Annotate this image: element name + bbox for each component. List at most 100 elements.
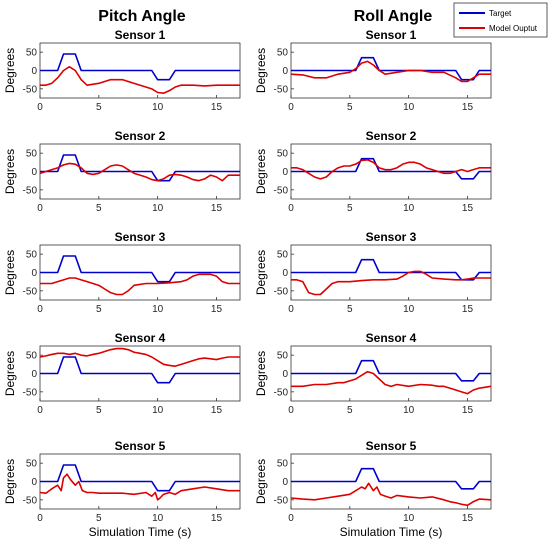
- roll-angle-sensor-4-title: Sensor 4: [366, 331, 417, 345]
- roll-angle-sensor-1-ytick-label: 0: [282, 66, 288, 77]
- pitch-angle-sensor-2-xtick-label: 5: [96, 203, 102, 214]
- pitch-angle-sensor-5-xtick-label: 0: [37, 513, 43, 524]
- roll-angle-sensor-1-xtick-label: 0: [288, 102, 294, 113]
- roll-angle-sensor-4-xtick-label: 15: [462, 405, 474, 416]
- pitch-angle-sensor-1-xtick-label: 0: [37, 102, 43, 113]
- roll-angle-sensor-1-title: Sensor 1: [366, 28, 417, 42]
- roll-angle-sensor-1-xtick-label: 10: [403, 102, 415, 113]
- roll-angle-sensor-3-model-output-line: [291, 270, 491, 296]
- pitch-angle-sensor-5-ylabel: Degrees: [3, 459, 17, 504]
- pitch-angle-sensor-5-ytick-label: 0: [31, 477, 37, 488]
- roll-angle-sensor-5-model-output-line: [290, 482, 492, 507]
- roll-angle-sensor-4-ytick-label: 0: [282, 369, 288, 380]
- roll-angle-sensor-4-ytick-label: -50: [274, 387, 289, 398]
- roll-angle-sensor-5-target-line: [291, 467, 491, 490]
- pitch-angle-sensor-3-ylabel: Degrees: [3, 250, 17, 295]
- pitch-angle-sensor-1-xtick-label: 10: [152, 102, 164, 113]
- pitch-angle-sensor-3-xtick-label: 5: [96, 304, 102, 315]
- pitch-angle-sensor-5-xlabel: Simulation Time (s): [89, 525, 192, 539]
- pitch-angle-sensor-1-xtick-label: 15: [211, 102, 223, 113]
- roll-angle-sensor-3-subplot: Sensor 3 0 5 10 15 -50 0 50 Degrees: [254, 230, 492, 315]
- roll-angle-sensor-2-xtick-label: 10: [403, 203, 415, 214]
- roll-angle-sensor-5-xtick-label: 0: [288, 513, 294, 524]
- pitch-angle-sensor-4-xtick-label: 10: [152, 405, 164, 416]
- pitch-angle-sensor-3-xtick-label: 10: [152, 304, 164, 315]
- pitch-angle-sensor-3-xtick-label: 15: [211, 304, 223, 315]
- legend: Target Model Ouptut: [453, 2, 548, 38]
- roll-angle-sensor-4-ytick-label: 50: [277, 351, 289, 362]
- roll-angle-sensor-1-ylabel: Degrees: [254, 48, 268, 93]
- roll-angle-sensor-5-xlabel: Simulation Time (s): [340, 525, 443, 539]
- roll-angle-sensor-3-ytick-label: 0: [282, 268, 288, 279]
- roll-angle-sensor-3-ytick-label: -50: [274, 286, 289, 297]
- pitch-angle-sensor-2-xtick-label: 0: [37, 203, 43, 214]
- roll-angle-sensor-5-ylabel: Degrees: [254, 459, 268, 504]
- pitch-angle-sensor-1-ylabel: Degrees: [3, 48, 17, 93]
- roll-angle-sensor-3-xtick-label: 0: [288, 304, 294, 315]
- pitch-angle-sensor-3-ytick-label: 50: [26, 250, 38, 261]
- roll-angle-sensor-1-xtick-label: 5: [347, 102, 353, 113]
- roll-angle-sensor-3-target-line: [291, 258, 491, 281]
- pitch-angle-sensor-1-subplot: Sensor 1 0 5 10 15 -50 0 50 Degrees: [3, 28, 241, 113]
- roll-angle-sensor-2-title: Sensor 2: [366, 129, 417, 143]
- roll-angle-sensor-2-model-output-line: [291, 158, 491, 180]
- roll-angle-sensor-3-xtick-label: 5: [347, 304, 353, 315]
- roll-angle-sensor-5-ytick-label: 0: [282, 477, 288, 488]
- pitch-angle-column-title: Pitch Angle: [98, 8, 186, 25]
- pitch-angle-sensor-4-subplot: Sensor 4 0 5 10 15 -50 0 50 Degrees: [3, 331, 241, 416]
- roll-angle-sensor-3-xtick-label: 10: [403, 304, 415, 315]
- roll-angle-sensor-2-subplot: Sensor 2 0 5 10 15 -50 0 50 Degrees: [254, 129, 492, 214]
- pitch-angle-sensor-5-subplot: Sensor 5 0 5 10 15 -50 0 50 Degrees Simulation Ti…: [3, 439, 241, 539]
- pitch-angle-sensor-3-target-line: [40, 255, 240, 283]
- pitch-angle-sensor-3-ytick-label: -50: [23, 286, 38, 297]
- roll-angle-sensor-5-ytick-label: -50: [274, 495, 289, 506]
- roll-angle-sensor-2-ytick-label: 0: [282, 167, 288, 178]
- pitch-angle-sensor-4-title: Sensor 4: [115, 331, 166, 345]
- pitch-angle-sensor-4-model-output-line: [39, 347, 240, 367]
- roll-angle-sensor-4-ylabel: Degrees: [254, 351, 268, 396]
- pitch-angle-sensor-2-target-line: [40, 154, 240, 182]
- roll-angle-sensor-2-ylabel: Degrees: [254, 149, 268, 194]
- pitch-angle-sensor-5-xtick-label: 10: [152, 513, 164, 524]
- pitch-angle-sensor-4-xtick-label: 15: [211, 405, 223, 416]
- roll-angle-sensor-4-xtick-label: 0: [288, 405, 294, 416]
- pitch-angle-sensor-1-ytick-label: -50: [23, 84, 38, 95]
- roll-angle-sensor-4-model-output-line: [291, 370, 492, 395]
- pitch-angle-sensor-3-xtick-label: 0: [37, 304, 43, 315]
- pitch-angle-sensor-4-ytick-label: 0: [31, 369, 37, 380]
- roll-angle-sensor-2-ytick-label: -50: [274, 185, 289, 196]
- pitch-angle-sensor-2-ytick-label: 0: [31, 167, 37, 178]
- pitch-angle-sensor-4-xtick-label: 0: [37, 405, 43, 416]
- pitch-angle-sensor-5-target-line: [40, 464, 240, 492]
- pitch-angle-sensor-1-ytick-label: 50: [26, 48, 38, 59]
- pitch-angle-sensor-5-model-output-line: [39, 473, 240, 501]
- pitch-angle-sensor-2-xtick-label: 15: [211, 203, 223, 214]
- roll-angle-sensor-2-target-line: [291, 157, 491, 180]
- pitch-angle-sensor-1-title: Sensor 1: [115, 28, 166, 42]
- roll-angle-sensor-5-xtick-label: 5: [347, 513, 353, 524]
- pitch-angle-sensor-5-xtick-label: 15: [211, 513, 223, 524]
- roll-angle-sensor-3-title: Sensor 3: [366, 230, 417, 244]
- roll-angle-sensor-1-subplot: Sensor 1 0 5 10 15 -50 0 50 Degrees: [254, 28, 492, 113]
- roll-angle-sensor-1-xtick-label: 15: [462, 102, 474, 113]
- pitch-angle-sensor-4-target-line: [40, 356, 240, 384]
- roll-angle-sensor-4-xtick-label: 5: [347, 405, 353, 416]
- pitch-angle-sensor-4-ylabel: Degrees: [3, 351, 17, 396]
- roll-angle-sensor-1-ytick-label: 50: [277, 48, 289, 59]
- roll-angle-sensor-5-ytick-label: 50: [277, 459, 289, 470]
- pitch-angle-sensor-2-ytick-label: -50: [23, 185, 38, 196]
- pitch-angle-sensor-4-ytick-label: -50: [23, 387, 38, 398]
- roll-angle-sensor-3-ylabel: Degrees: [254, 250, 268, 295]
- pitch-angle-sensor-2-ytick-label: 50: [26, 149, 38, 160]
- roll-angle-sensor-2-xtick-label: 5: [347, 203, 353, 214]
- pitch-angle-sensor-3-title: Sensor 3: [115, 230, 166, 244]
- roll-angle-sensor-1-ytick-label: -50: [274, 84, 289, 95]
- pitch-angle-sensor-3-model-output-line: [40, 273, 240, 296]
- pitch-angle-sensor-1-target-line: [40, 53, 240, 81]
- pitch-angle-sensor-1-model-output-line: [40, 66, 240, 95]
- pitch-angle-sensor-1-ytick-label: 0: [31, 66, 37, 77]
- legend-model-label: Model Ouptut: [489, 24, 538, 33]
- roll-angle-sensor-3-xtick-label: 15: [462, 304, 474, 315]
- pitch-angle-sensor-2-subplot: Sensor 2 0 5 10 15 -50 0 50 Degrees: [3, 129, 241, 214]
